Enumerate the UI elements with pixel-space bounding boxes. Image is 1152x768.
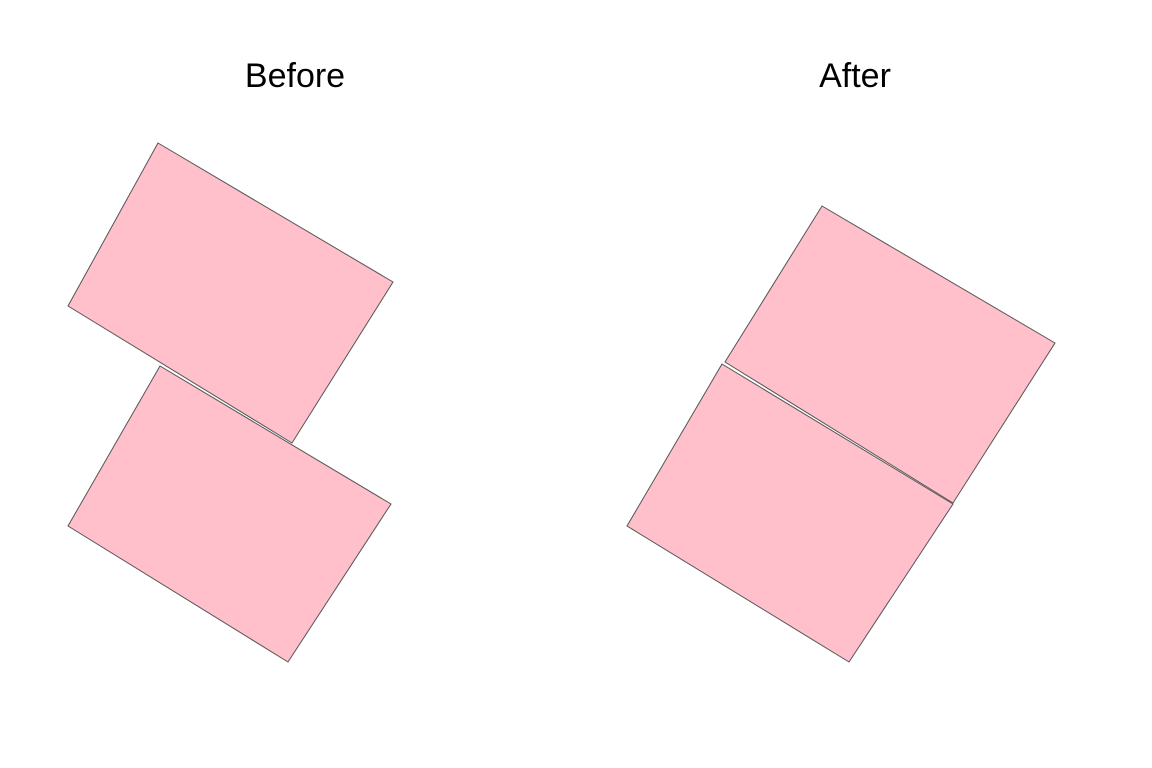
after-panel-title: After bbox=[819, 57, 891, 95]
after-top-rectangle bbox=[724, 205, 1056, 504]
before-top-rectangle bbox=[67, 142, 394, 444]
before-panel-title: Before bbox=[245, 57, 345, 95]
after-bottom-rectangle bbox=[626, 363, 954, 663]
before-bottom-rectangle bbox=[67, 365, 392, 663]
